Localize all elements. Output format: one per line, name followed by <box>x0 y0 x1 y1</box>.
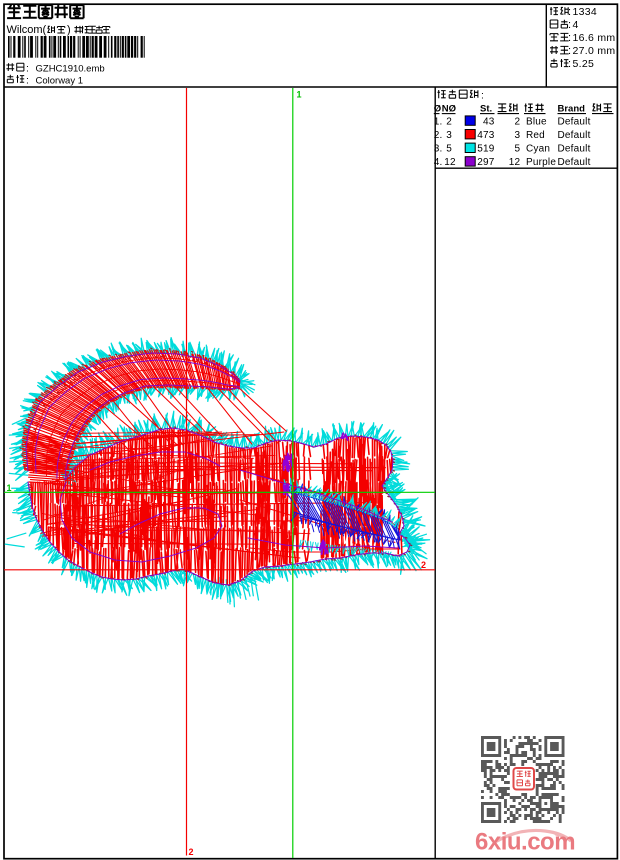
svg-text:1334: 1334 <box>573 6 598 18</box>
svg-text:1: 1 <box>297 90 302 100</box>
svg-text:2: 2 <box>446 116 452 127</box>
svg-text:Colorway 1: Colorway 1 <box>36 75 84 86</box>
svg-text:1: 1 <box>7 483 12 493</box>
svg-text:NØ: NØ <box>442 104 456 115</box>
svg-text:5: 5 <box>515 144 521 155</box>
svg-text:27.0 mm: 27.0 mm <box>573 45 616 57</box>
svg-text:2: 2 <box>421 560 426 570</box>
svg-text:Cyan: Cyan <box>526 144 550 155</box>
svg-text:3: 3 <box>446 130 452 141</box>
svg-text:Default: Default <box>558 144 591 155</box>
svg-text:43: 43 <box>483 116 495 127</box>
svg-text:3: 3 <box>515 130 521 141</box>
svg-text:Default: Default <box>558 157 591 168</box>
svg-text:): ) <box>67 24 71 36</box>
svg-text:Default: Default <box>558 130 591 141</box>
svg-text:473: 473 <box>477 130 495 141</box>
svg-text::: : <box>568 58 571 70</box>
svg-text::: : <box>568 45 571 57</box>
svg-text:5.25: 5.25 <box>573 58 595 70</box>
svg-text::: : <box>26 74 29 86</box>
svg-text::: : <box>568 19 571 31</box>
svg-text::: : <box>568 32 571 44</box>
svg-text::: : <box>26 63 29 75</box>
svg-text::: : <box>481 90 484 102</box>
svg-text:GZHC1910.emb: GZHC1910.emb <box>36 64 105 75</box>
svg-text:12: 12 <box>444 157 456 168</box>
svg-text:4.: 4. <box>434 157 443 168</box>
svg-text:5: 5 <box>446 144 452 155</box>
svg-text:Brand: Brand <box>558 104 586 115</box>
svg-text:519: 519 <box>477 144 495 155</box>
svg-text:Default: Default <box>558 116 591 127</box>
svg-text:2.: 2. <box>434 130 443 141</box>
svg-text:6xiu.com: 6xiu.com <box>475 829 575 856</box>
svg-text:Purple: Purple <box>526 157 556 168</box>
svg-text:St.: St. <box>480 104 492 115</box>
svg-text:3.: 3. <box>434 144 443 155</box>
svg-text:Wilcom(: Wilcom( <box>7 24 47 36</box>
svg-text:Red: Red <box>526 130 545 141</box>
svg-text:2: 2 <box>515 116 521 127</box>
svg-text:1.: 1. <box>434 116 443 127</box>
svg-text:Blue: Blue <box>526 116 547 127</box>
svg-text:4: 4 <box>573 19 579 31</box>
svg-text:2: 2 <box>189 847 194 857</box>
svg-text:16.6 mm: 16.6 mm <box>573 32 616 44</box>
svg-text:12: 12 <box>509 157 521 168</box>
svg-text:297: 297 <box>477 157 495 168</box>
svg-text:Ø: Ø <box>434 104 441 115</box>
svg-text::: : <box>568 6 571 18</box>
